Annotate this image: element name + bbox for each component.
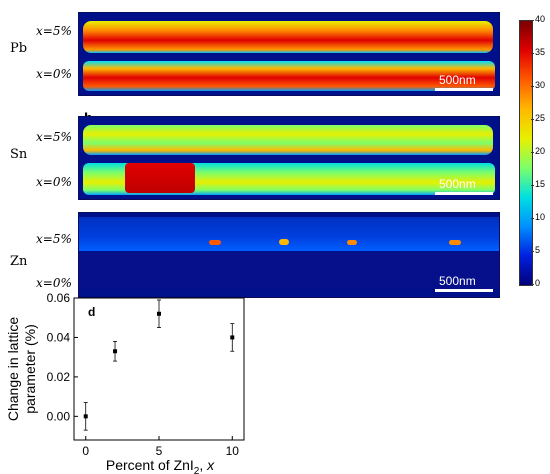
scale-bar-c [435,289,493,292]
x-axis-title-text: Percent of ZnI [106,457,194,473]
data-point [113,349,118,354]
colorbar-tick-label: 15 [535,179,546,189]
colorbar-tick-mark [531,284,534,285]
x-tick-label: 10 [226,444,240,458]
x-axis-title-comma: , [199,457,207,473]
zn-spot-3 [347,240,357,245]
x-label-top-b: x=5% [36,130,72,144]
colorbar-strip [519,20,533,286]
colorbar-tick-label: 25 [535,113,546,123]
x-label-bottom-a: x=0% [36,67,72,81]
x-label-top-c: x=5% [36,232,72,246]
x-label-bottom-c: x=0% [36,276,72,290]
colorbar-tick-label: 10 [535,212,546,222]
scale-bar-a [435,88,493,91]
scale-label-b: 500nm [439,177,476,191]
pb-film-bottom [83,61,495,91]
x-label-bottom-b: x=0% [36,175,72,189]
element-label-pb: Pb [10,41,28,56]
zn-spot-2 [279,239,289,245]
data-points [83,299,235,431]
zn-film-bottom [79,253,499,289]
colorbar-tick-mark [531,218,534,219]
y-tick-label: 0.04 [47,330,71,344]
colorbar-tick-label: 5 [535,245,541,255]
x-tick-label: 5 [156,444,163,458]
sn-map: 500nm [78,116,500,200]
data-point [157,311,161,316]
x-axis-title-subscript: 2 [194,466,200,474]
colorbar-tick-label: 35 [535,47,546,57]
pb-map: 500nm [78,12,500,96]
data-point [230,335,235,340]
x-axis-title-variable: x [206,457,215,473]
data-point [83,414,88,419]
y-tick-label: 0.06 [47,292,71,305]
zn-map: 500nm [78,212,500,298]
x-label-top-a: x=5% [36,24,72,38]
zn-film-top [79,217,499,251]
y-axis-title-line-2: parameter (%) [22,324,38,413]
sn-hotspot [125,163,195,193]
zn-spot-4 [449,240,461,245]
y-axis: 0.00 0.02 0.04 0.06 [47,292,78,423]
colorbar-tick-label: 40 [535,14,546,24]
scale-label-c: 500nm [439,274,476,288]
scale-bar-b [435,192,493,195]
colorbar-tick-mark [531,53,534,54]
colorbar-tick-mark [531,20,534,21]
colorbar-tick-mark [531,119,534,120]
y-axis-title-line-1: Change in lattice [5,317,21,422]
pb-film-top [83,21,493,53]
y-tick-label: 0.00 [47,409,71,423]
x-axis: 0 5 10 [82,436,239,458]
lattice-chart: d 0.00 0.02 0.04 0.06 0 5 10 Change in lattic… [5,292,245,474]
colorbar-tick-label: 0 [535,278,541,288]
scale-label-a: 500nm [439,73,476,87]
colorbar-tick-mark [531,152,534,153]
colorbar-tick-mark [531,86,534,87]
colorbar-tick-label: 20 [535,146,546,156]
sn-film-top [83,125,493,155]
x-axis-title: Percent of ZnI2, x [106,457,215,474]
x-tick-label: 0 [82,444,89,458]
colorbar-tick-label: 30 [535,80,546,90]
element-label-sn: Sn [10,147,28,162]
panel-letter-d: d [88,305,95,319]
element-label-zn: Zn [10,254,28,269]
colorbar-tick-mark [531,185,534,186]
y-tick-label: 0.02 [47,370,71,384]
zn-spot-1 [209,240,221,245]
colorbar-tick-mark [531,251,534,252]
